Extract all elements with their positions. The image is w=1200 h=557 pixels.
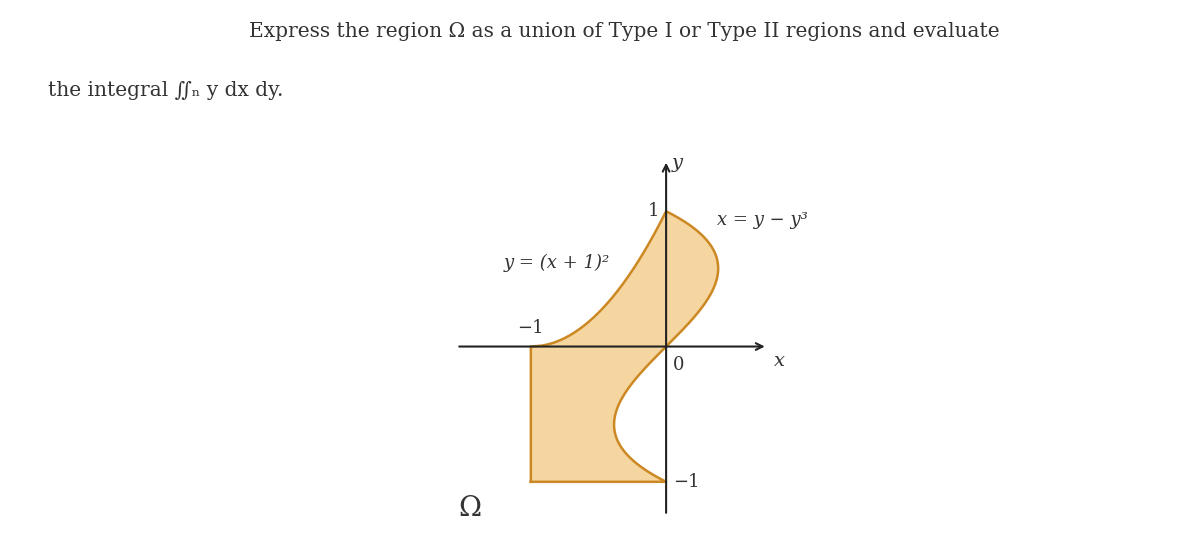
Text: 0: 0 xyxy=(673,356,684,374)
Text: x: x xyxy=(774,352,785,370)
Text: 1: 1 xyxy=(648,202,659,220)
Text: −1: −1 xyxy=(673,473,700,491)
Text: the integral ∬ₙ y dx dy.: the integral ∬ₙ y dx dy. xyxy=(48,81,283,100)
Text: −1: −1 xyxy=(517,319,544,337)
Text: Ω: Ω xyxy=(458,495,481,522)
Text: Express the region Ω as a union of Type I or Type II regions and evaluate: Express the region Ω as a union of Type … xyxy=(248,22,1000,41)
Text: y = (x + 1)²: y = (x + 1)² xyxy=(504,253,610,272)
Text: y: y xyxy=(672,154,683,173)
Polygon shape xyxy=(530,211,718,482)
Text: x = y − y³: x = y − y³ xyxy=(718,211,808,229)
